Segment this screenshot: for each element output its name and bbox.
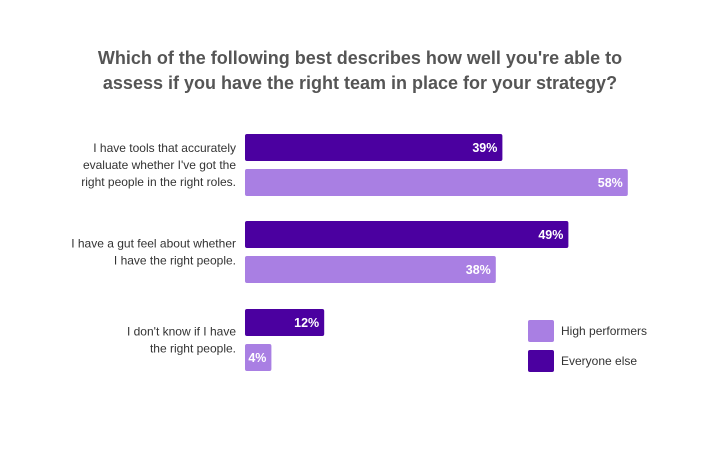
category-label: evaluate whether I've got the [83,158,236,172]
data-label: 4% [248,351,266,365]
category-label: I don't know if I have [127,325,236,339]
bar-high-performers [245,344,272,371]
category-label: the right people. [150,342,236,356]
legend-swatch [528,320,554,342]
chart-title: Which of the following best describes ho… [60,46,660,96]
chart-title-line: Which of the following best describes ho… [97,48,623,68]
bar-high-performers [245,169,628,196]
category-label: I have a gut feel about whether [71,237,236,251]
data-label: 58% [598,176,623,190]
legend-swatch [528,350,554,372]
chart-title-line: assess if you have the right team in pla… [102,73,618,93]
category-label: right people in the right roles. [81,175,236,189]
bar-high-performers [245,256,496,283]
bar-everyone-else [245,309,325,336]
category-label: I have the right people. [114,254,236,268]
legend-label: Everyone else [561,354,637,368]
data-label: 49% [538,228,563,242]
data-label: 39% [472,141,497,155]
legend-label: High performers [561,324,647,338]
data-label: 12% [294,316,319,330]
bar-everyone-else [245,134,503,161]
bar-everyone-else [245,221,569,248]
data-label: 38% [466,263,491,277]
category-label: I have tools that accurately [93,141,236,155]
